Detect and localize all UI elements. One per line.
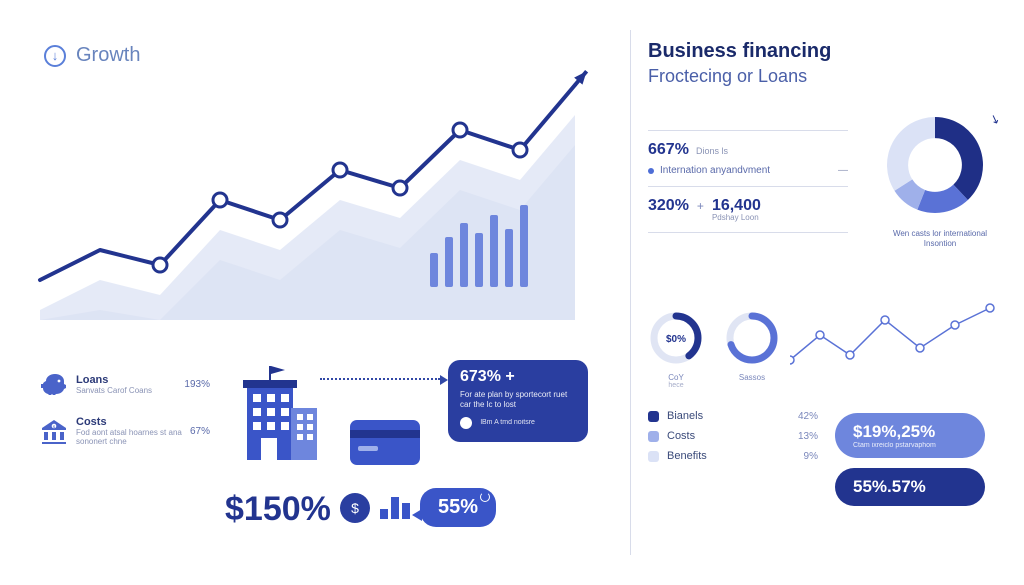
- mini-bar: [490, 215, 498, 287]
- mini-donut-row: $0% CoYhece Sassos: [648, 310, 780, 389]
- legend: Bianels 42% Costs 13% Benefits 9%: [648, 410, 818, 470]
- right-title: Business financing: [648, 40, 831, 63]
- legend-value: 13%: [778, 431, 818, 442]
- price-figure: $150%: [225, 490, 331, 529]
- list-item-name: Loans: [76, 374, 152, 386]
- legend-label: Benefits: [667, 450, 707, 462]
- building-icon: [225, 360, 325, 475]
- mini-bar-chart: [430, 205, 528, 287]
- pill-main: 55%.57%: [853, 477, 967, 497]
- mini-donut: $0% CoYhece: [648, 310, 704, 389]
- chip-footer: lBm A tmd noitsre: [480, 419, 534, 426]
- stat-b: 16,400: [712, 197, 761, 214]
- legend-swatch-icon: [648, 411, 659, 422]
- right-subtitle: Froctecing or Loans: [648, 66, 807, 87]
- legend-item: Costs 13%: [648, 430, 818, 442]
- list-item-sub: Sanvats Carof Coans: [76, 386, 152, 395]
- piggy-bank-icon: [40, 370, 68, 398]
- dollar-coin-icon: $: [340, 493, 370, 523]
- stat-b-sub: Pdshay Loon: [712, 213, 761, 222]
- percent-value: 55%: [438, 496, 478, 518]
- mini-bar: [430, 253, 438, 287]
- mini-bar: [445, 237, 453, 287]
- bank-icon: $: [40, 417, 68, 445]
- list-item-value: 193%: [184, 379, 210, 390]
- mini-donut: Sassos: [724, 310, 780, 389]
- legend-value: 9%: [778, 451, 818, 462]
- legend-value: 42%: [778, 411, 818, 422]
- list-item: Loans Sanvats Carof Coans 193%: [40, 370, 210, 398]
- legend-swatch-icon: [648, 431, 659, 442]
- chip-body: For ate plan by sportecort ruet car the …: [460, 390, 576, 411]
- credit-card-icon: [350, 420, 420, 465]
- stat-a: 320%: [648, 197, 689, 214]
- mini-bar: [505, 229, 513, 287]
- svg-text:$0%: $0%: [666, 334, 686, 345]
- stat-block: 667% Dions ls Internation anyandvment — …: [648, 120, 848, 243]
- donut-caption: Wen casts lor international Insontion: [880, 229, 1000, 248]
- mini-bar-icon: [380, 497, 410, 519]
- pill-sub: Ctam ixreiclo pstarvaphom: [853, 442, 967, 449]
- category-list: Loans Sanvats Carof Coans 193% $ Costs F…: [40, 370, 210, 464]
- vertical-divider: [630, 30, 631, 555]
- dash-icon: —: [838, 165, 848, 176]
- legend-swatch-icon: [648, 451, 659, 462]
- pill-stack: $19%,25% Ctam ixreiclo pstarvaphom 55%.5…: [835, 413, 985, 506]
- list-item-value: 67%: [190, 426, 210, 437]
- plus-icon: +: [697, 199, 704, 213]
- mini-bar: [520, 205, 528, 287]
- chip-headline: 673% +: [460, 368, 576, 386]
- list-item-sub: Fod aont atsal hoarnes st ana sononert c…: [76, 428, 182, 446]
- dotted-arrow-icon: [320, 378, 440, 380]
- network-line-chart: [790, 300, 1000, 380]
- legend-label: Bianels: [667, 410, 703, 422]
- bottom-bubble-row: $ 55%: [340, 488, 496, 527]
- mini-bar: [475, 233, 483, 287]
- right-panel: Business financing Froctecing or Loans 6…: [640, 0, 1024, 585]
- bullet-icon: [648, 168, 654, 174]
- stat-row2-label: Internation anyandvment: [660, 165, 770, 176]
- growth-area-chart: [30, 60, 620, 320]
- stat-pct: 667%: [648, 141, 689, 158]
- mini-bar: [460, 223, 468, 287]
- left-panel: ↓ Growth Loans Sanvats Carof Coans 193% …: [0, 0, 620, 585]
- list-item: $ Costs Fod aont atsal hoarnes st ana so…: [40, 416, 210, 446]
- legend-item: Bianels 42%: [648, 410, 818, 422]
- percent-speech-bubble: 55%: [420, 488, 496, 527]
- stat-pill: $19%,25% Ctam ixreiclo pstarvaphom: [835, 413, 985, 458]
- donut-large: Wen casts lor international Insontion: [880, 110, 1000, 248]
- pill-main: $19%,25%: [853, 422, 967, 442]
- legend-label: Costs: [667, 430, 695, 442]
- legend-item: Benefits 9%: [648, 450, 818, 462]
- stat-pill: 55%.57%: [835, 468, 985, 506]
- stat-chip-dark: 673% + For ate plan by sportecort ruet c…: [448, 360, 588, 442]
- refresh-icon: [480, 492, 490, 502]
- list-item-name: Costs: [76, 416, 182, 428]
- stat-label: Dions ls: [696, 146, 728, 156]
- chip-dot-icon: [460, 417, 472, 429]
